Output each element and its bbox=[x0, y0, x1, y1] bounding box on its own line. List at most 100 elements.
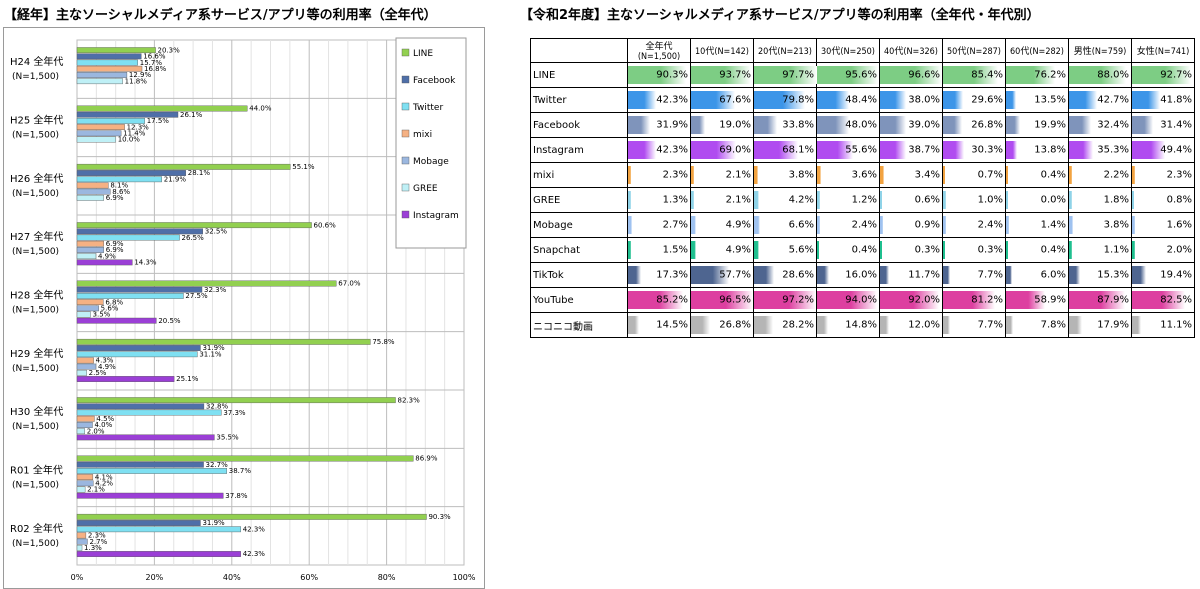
data-bar bbox=[1132, 216, 1135, 234]
table-cell: 58.9% bbox=[1005, 287, 1069, 313]
table-cell: 92.7% bbox=[1131, 62, 1195, 88]
bar-line bbox=[76, 455, 414, 462]
table-cell: 13.8% bbox=[1005, 137, 1069, 163]
table-cell: 38.0% bbox=[879, 87, 943, 113]
row-label: Snapchat bbox=[530, 237, 628, 263]
cell-value: 14.5% bbox=[656, 319, 688, 331]
category-sublabel: (N=1,500) bbox=[12, 481, 59, 491]
cell-value: 13.8% bbox=[1034, 144, 1066, 156]
category-label: R01 全年代 bbox=[10, 464, 63, 477]
timeseries-bar-chart: 0% 20% 40% 60% 80% 100% H24 全年代 (N=1,500) 20.3% 1… bbox=[3, 27, 485, 589]
cell-value: 79.8% bbox=[782, 94, 814, 106]
cell-value: 94.0% bbox=[845, 294, 877, 306]
table-cell: 96.6% bbox=[879, 62, 943, 88]
table-cell: 14.5% bbox=[627, 312, 691, 338]
table-cell: 42.3% bbox=[627, 137, 691, 163]
table-cell: 38.7% bbox=[879, 137, 943, 163]
legend-swatch bbox=[401, 210, 410, 219]
category-sublabel: (N=1,500) bbox=[12, 364, 59, 374]
cell-value: 0.7% bbox=[977, 169, 1003, 181]
bar-line bbox=[76, 338, 371, 345]
data-bar bbox=[817, 241, 820, 259]
cell-value: 1.8% bbox=[1103, 194, 1129, 206]
category-label: H29 全年代 bbox=[10, 347, 63, 360]
cell-value: 3.6% bbox=[851, 169, 877, 181]
cell-value: 12.0% bbox=[908, 319, 940, 331]
table-column-header: 男性(N=759) bbox=[1068, 38, 1132, 63]
bar-value-label: 38.7% bbox=[229, 467, 252, 475]
data-bar bbox=[880, 116, 907, 134]
data-bar bbox=[1069, 66, 1126, 84]
bar-mobage bbox=[76, 188, 111, 195]
bar-value-label: 32.8% bbox=[206, 403, 229, 411]
table-cell: 16.0% bbox=[816, 262, 880, 288]
bar-instagram bbox=[76, 551, 241, 557]
bar-value-label: 3.5% bbox=[93, 311, 111, 319]
cell-value: 85.2% bbox=[656, 294, 688, 306]
cell-value: 58.9% bbox=[1034, 294, 1066, 306]
legend-swatch bbox=[401, 48, 410, 57]
table-column-header: 40代(N=326) bbox=[879, 38, 943, 63]
bar-value-label: 8.6% bbox=[112, 188, 130, 196]
data-bar bbox=[628, 141, 657, 159]
table-cell: 19.4% bbox=[1131, 262, 1195, 288]
table-cell: 3.4% bbox=[879, 162, 943, 188]
bar-mobage bbox=[76, 422, 93, 428]
bar-value-label: 12.9% bbox=[129, 71, 152, 79]
data-bar bbox=[691, 316, 710, 334]
table-cell: 81.2% bbox=[942, 287, 1006, 313]
bar-value-label: 25.1% bbox=[176, 375, 199, 383]
data-bar bbox=[754, 266, 774, 284]
cell-value: 28.2% bbox=[782, 319, 814, 331]
data-bar bbox=[691, 191, 695, 209]
bar-value-label: 67.0% bbox=[338, 280, 361, 288]
cell-value: 57.7% bbox=[719, 269, 751, 281]
bar-value-label: 4.9% bbox=[98, 363, 116, 371]
category-sublabel: (N=1,500) bbox=[12, 189, 59, 199]
table-row: GREE 1.3% 2.1% 4.2% 1.2% 0.6% 1.0% 0.0% 1.8% 0.8% bbox=[530, 187, 1195, 213]
row-label: LINE bbox=[530, 62, 628, 88]
table-cell: 1.5% bbox=[627, 237, 691, 263]
table-header-row: 全年代(N=1,500) 10代(N=142) 20代(N=213) 30代(N=25… bbox=[530, 38, 1195, 63]
data-bar bbox=[1132, 191, 1135, 209]
cell-value: 0.3% bbox=[977, 244, 1003, 256]
table-cell: 87.9% bbox=[1068, 287, 1132, 313]
cell-value: 85.4% bbox=[971, 69, 1003, 81]
cell-value: 68.1% bbox=[782, 144, 814, 156]
data-bar bbox=[628, 166, 632, 184]
cell-value: 7.8% bbox=[1040, 319, 1066, 331]
bar-gree bbox=[76, 194, 104, 201]
table-cell: 31.9% bbox=[627, 112, 691, 138]
cell-value: 19.0% bbox=[719, 119, 751, 131]
cell-value: 92.0% bbox=[908, 294, 940, 306]
row-label: ニコニコ動画 bbox=[530, 312, 628, 338]
bar-mixi bbox=[76, 532, 87, 539]
cell-value: 1.6% bbox=[1166, 219, 1192, 231]
bar-value-label: 2.0% bbox=[87, 427, 105, 435]
legend-label: mixi bbox=[413, 130, 432, 140]
table-cell: 28.6% bbox=[753, 262, 817, 288]
bar-value-label: 2.5% bbox=[89, 369, 107, 377]
table-column-header: 20代(N=213) bbox=[753, 38, 817, 63]
table-cell: 49.4% bbox=[1131, 137, 1195, 163]
x-tick-label: 100% bbox=[453, 573, 476, 582]
bar-value-label: 16.8% bbox=[144, 65, 167, 73]
bar-facebook bbox=[76, 111, 179, 118]
bar-value-label: 6.9% bbox=[106, 240, 124, 248]
legend-swatch bbox=[401, 183, 410, 192]
table-cell: 97.2% bbox=[753, 287, 817, 313]
table-cell: 17.9% bbox=[1068, 312, 1132, 338]
bar-line bbox=[76, 513, 427, 520]
bar-twitter bbox=[76, 117, 145, 124]
table-cell: 2.1% bbox=[690, 162, 754, 188]
table-row: Snapchat 1.5% 4.9% 5.6% 0.4% 0.3% 0.3% 0.4% 1.1%… bbox=[530, 237, 1195, 263]
bar-facebook bbox=[76, 345, 201, 351]
row-label: Instagram bbox=[530, 137, 628, 163]
data-bar bbox=[691, 241, 697, 259]
table-cell: 3.8% bbox=[753, 162, 817, 188]
bar-value-label: 28.1% bbox=[188, 169, 211, 177]
bar-twitter bbox=[76, 409, 222, 416]
bar-value-label: 4.9% bbox=[98, 252, 116, 260]
data-bar bbox=[691, 116, 705, 134]
bar-line bbox=[76, 222, 312, 229]
